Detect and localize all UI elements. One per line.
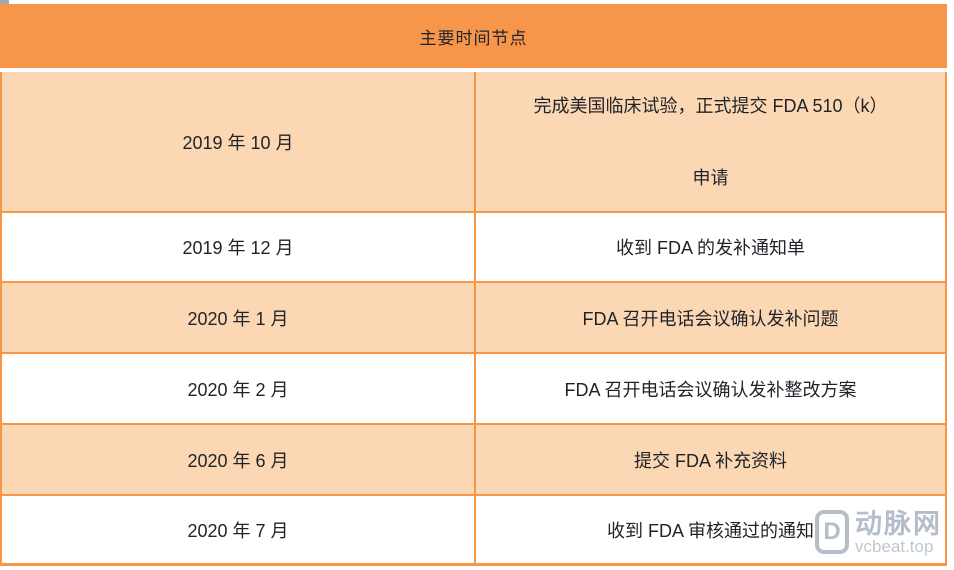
event-cell: 提交 FDA 补充资料	[476, 425, 945, 494]
table-body: 2019 年 10 月 完成美国临床试验，正式提交 FDA 510（k） 申请 …	[0, 72, 947, 566]
date-cell: 2019 年 12 月	[2, 213, 476, 281]
event-cell: FDA 召开电话会议确认发补整改方案	[476, 354, 945, 423]
table-row: 2020 年 6 月 提交 FDA 补充资料	[2, 423, 945, 494]
table-row: 2019 年 10 月 完成美国临床试验，正式提交 FDA 510（k） 申请	[2, 72, 945, 211]
watermark-brand: 动脉网	[855, 509, 942, 539]
date-cell: 2020 年 6 月	[2, 425, 476, 494]
date-cell: 2019 年 10 月	[2, 72, 476, 211]
table-title: 主要时间节点	[419, 28, 528, 48]
table-row: 2020 年 2 月 FDA 召开电话会议确认发补整改方案	[2, 352, 945, 423]
screen-artifact	[0, 0, 9, 5]
event-cell: 完成美国临床试验，正式提交 FDA 510（k） 申请	[476, 72, 945, 211]
event-cell: FDA 召开电话会议确认发补问题	[476, 283, 945, 352]
table-row: 2020 年 7 月 收到 FDA 审核通过的通知	[2, 494, 945, 563]
event-cell: 收到 FDA 的发补通知单	[476, 213, 945, 281]
event-line: FDA 召开电话会议确认发补整改方案	[564, 379, 857, 400]
table-row: 2020 年 1 月 FDA 召开电话会议确认发补问题	[2, 281, 945, 352]
event-line: 完成美国临床试验，正式提交 FDA 510（k）	[533, 95, 888, 116]
event-cell: 收到 FDA 审核通过的通知	[476, 496, 945, 563]
date-cell: 2020 年 2 月	[2, 354, 476, 423]
vcbeat-watermark: D 动脉网 vcbeat.top	[815, 510, 942, 555]
event-line: 收到 FDA 的发补通知单	[615, 238, 805, 258]
fda-timeline-table: 主要时间节点 2019 年 10 月 完成美国临床试验，正式提交 FDA 510…	[0, 4, 947, 566]
table-row: 2019 年 12 月 收到 FDA 的发补通知单	[2, 211, 945, 281]
event-line: FDA 召开电话会议确认发补问题	[582, 308, 839, 329]
vcbeat-logo-icon: D	[815, 510, 849, 554]
event-line: 收到 FDA 审核通过的通知	[606, 520, 814, 541]
table-header: 主要时间节点	[0, 4, 947, 68]
date-cell: 2020 年 7 月	[2, 496, 476, 563]
event-line: 申请	[692, 167, 729, 188]
date-cell: 2020 年 1 月	[2, 283, 476, 352]
event-line: 提交 FDA 补充资料	[633, 450, 787, 471]
watermark-site: vcbeat.top	[855, 537, 934, 556]
watermark-text: 动脉网 vcbeat.top	[855, 510, 942, 555]
